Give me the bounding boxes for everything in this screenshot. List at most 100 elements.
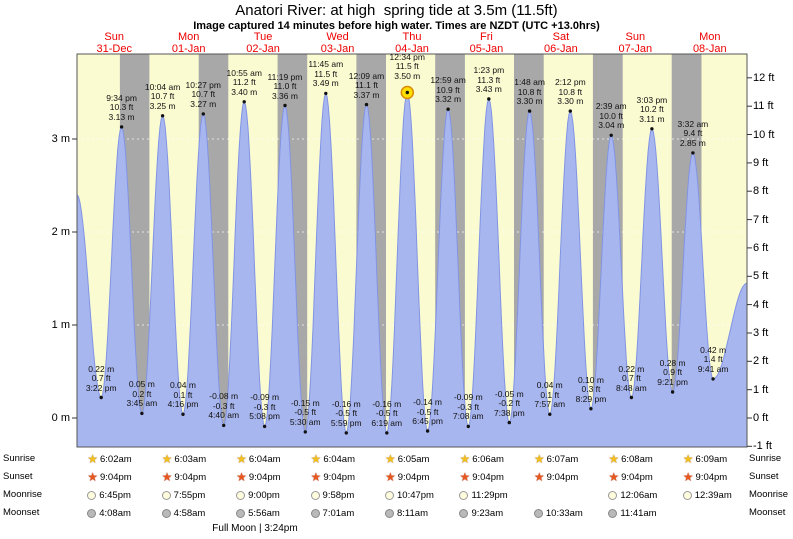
moonset-row-label-right: Moonset — [749, 507, 786, 518]
sunset-entry: ★ 9:04pm — [236, 470, 280, 484]
y-axis-right-label: 4 ft — [753, 298, 769, 311]
moonrise-icon — [310, 490, 320, 500]
moonrise-icon — [682, 490, 692, 500]
tide-extreme-dot — [181, 412, 185, 416]
sunset-star-icon: ★ — [385, 470, 396, 484]
sunrise-row-label-right: Sunrise — [749, 453, 782, 464]
tide-extreme-dot — [466, 424, 470, 429]
moonrise-icon — [608, 490, 618, 500]
tide-extreme-dot — [568, 109, 572, 113]
high-tide-annotation: 1:48 am 10.8 ft 3.30 m — [514, 77, 545, 107]
tide-extreme-dot — [405, 90, 409, 95]
moonset-entry: 10:33am — [533, 506, 583, 520]
moonset-time: 10:33am — [545, 507, 583, 519]
high-tide-annotation: 10:27 pm 10.7 ft 3.27 m — [185, 79, 221, 109]
sunset-entry: ★ 9:04pm — [87, 470, 131, 484]
y-axis-right-label: 7 ft — [753, 213, 769, 226]
sunrise-time: 6:08am — [621, 453, 653, 465]
moonset-icon — [236, 508, 246, 518]
sunrise-entry: ★ 6:04am — [236, 452, 280, 466]
moonrise-entry: 11:29pm — [459, 488, 508, 502]
sunrise-entry: ★ 6:03am — [162, 452, 206, 466]
low-tide-annotation: -0.09 m -0.3 ft 5:08 pm — [249, 392, 280, 422]
y-axis-right-label: 0 ft — [753, 412, 769, 424]
day-label: Tue 02-Jan — [246, 31, 280, 55]
sunrise-time: 6:04am — [323, 453, 355, 465]
sunset-star-icon: ★ — [459, 470, 471, 484]
moonrise-time: 6:45pm — [99, 489, 131, 501]
y-axis-left-label: 0 m — [51, 412, 70, 424]
tide-extreme-dot — [119, 125, 124, 129]
y-axis-right-label: -1 ft — [753, 440, 772, 453]
day-label: Sat 06-Jan — [544, 31, 578, 55]
sunrise-star-icon: ★ — [533, 452, 545, 466]
moonrise-entry: 9:58pm — [310, 488, 354, 502]
sunrise-star-icon: ★ — [459, 452, 471, 466]
sunset-entry: ★ 9:04pm — [385, 470, 429, 484]
low-tide-annotation: -0.08 m -0.3 ft 4:40 am — [208, 391, 240, 421]
moonset-entry: 11:41am — [608, 506, 657, 520]
high-tide-annotation: 2:12 pm 10.8 ft 3.30 m — [554, 77, 586, 107]
moonrise-entry: 12:06am — [608, 488, 657, 502]
sunset-entry: ★ 9:04pm — [534, 470, 578, 484]
sunrise-time: 6:05am — [397, 453, 430, 465]
moonset-time: 7:01am — [322, 507, 355, 519]
y-axis-right-label: 5 ft — [753, 270, 769, 283]
high-tide-annotation: 9:34 pm 10.3 ft 3.13 m — [106, 92, 137, 122]
moonset-entry: 4:58am — [161, 506, 205, 520]
sunset-star-icon: ★ — [608, 470, 620, 484]
tide-extreme-dot — [344, 431, 348, 435]
y-axis-right-label: 10 ft — [753, 128, 775, 141]
moonset-icon — [310, 508, 320, 518]
low-tide-annotation: 0.28 m 0.9 ft 9:21 pm — [657, 357, 688, 387]
high-tide-annotation: 12:09 am 11.1 ft 3.37 m — [348, 70, 385, 100]
moonrise-time: 12:39am — [694, 489, 732, 501]
day-label: Fri 05-Jan — [469, 31, 504, 55]
moonset-icon — [385, 508, 394, 518]
tide-extreme-dot — [691, 151, 695, 155]
moonset-time: 8:11am — [397, 507, 428, 519]
sunset-entry: ★ 9:04pm — [162, 470, 206, 484]
moonrise-entry: 10:47pm — [385, 488, 434, 502]
high-tide-annotation: 11:45 am 11.5 ft 3.49 m — [308, 59, 344, 89]
moonrise-entry: 12:39am — [682, 488, 732, 502]
tide-extreme-dot — [527, 109, 532, 113]
tide-extreme-dot — [283, 103, 287, 108]
chart-title: Anatori River: at high spring tide at 3.… — [235, 2, 558, 19]
moonrise-time: 12:06am — [620, 489, 658, 501]
y-axis-right-label: 3 ft — [753, 326, 769, 339]
day-label: Thu 04-Jan — [395, 31, 429, 55]
moonrise-icon — [161, 490, 171, 500]
tide-curve-area — [77, 92, 747, 447]
moonset-time: 11:41am — [620, 507, 657, 519]
moonrise-time: 10:47pm — [397, 489, 434, 501]
tide-extreme-dot — [222, 423, 226, 428]
sunrise-time: 6:02am — [99, 453, 132, 465]
tide-extreme-dot — [99, 395, 103, 400]
moonset-icon — [459, 508, 469, 518]
low-tide-annotation: 0.10 m 0.3 ft 8:29 pm — [575, 374, 607, 404]
moonset-icon — [161, 508, 171, 518]
sunrise-star-icon: ★ — [161, 452, 173, 466]
moonrise-time: 9:00pm — [248, 489, 280, 501]
sunset-time: 9:04pm — [546, 471, 579, 483]
low-tide-annotation: -0.14 m -0.5 ft 6:45 pm — [412, 397, 443, 427]
low-tide-annotation: 0.04 m 0.1 ft 7:57 am — [534, 380, 566, 410]
sunset-time: 9:04pm — [323, 471, 355, 483]
tide-extreme-dot — [242, 100, 246, 104]
sunset-time: 9:04pm — [397, 471, 430, 483]
moonrise-row-label-right: Moonrise — [749, 489, 789, 500]
high-tide-annotation: 3:03 pm 10.2 ft 3.11 m — [636, 94, 668, 124]
sunrise-time: 6:04am — [248, 453, 281, 465]
moonset-time: 4:08am — [99, 507, 131, 519]
sunset-entry: ★ 9:04pm — [311, 470, 355, 484]
sunset-time: 9:04pm — [99, 471, 132, 483]
y-axis-left-label: 3 m — [51, 133, 70, 145]
moonset-entry: 7:01am — [310, 506, 355, 520]
moonset-icon — [533, 508, 543, 518]
moonrise-row-label-left: Moonrise — [3, 489, 43, 500]
sunrise-star-icon: ★ — [608, 452, 620, 466]
sunrise-star-icon: ★ — [682, 452, 694, 466]
sunset-row-label-right: Sunset — [749, 471, 779, 482]
